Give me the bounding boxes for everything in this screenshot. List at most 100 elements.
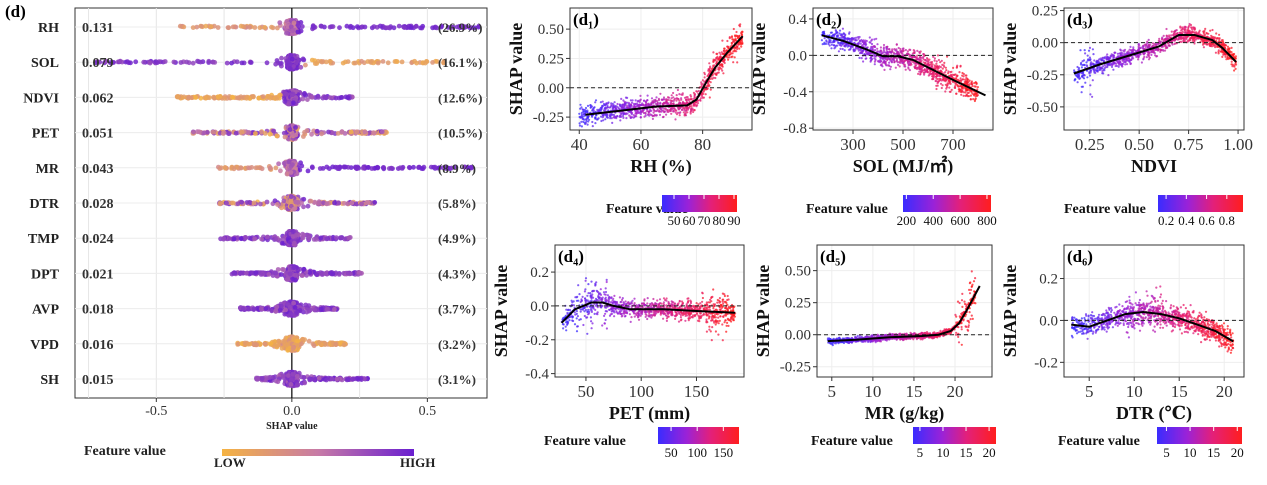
- summary-point: [279, 205, 284, 211]
- summary-point: [353, 165, 359, 171]
- summary-point: [300, 336, 305, 342]
- dependence-point: [661, 98, 664, 101]
- dependence-point: [686, 111, 689, 114]
- dependence-point: [644, 100, 647, 104]
- summary-point: [287, 271, 293, 277]
- dependence-point: [740, 45, 743, 48]
- panel-label: (d₁): [573, 10, 599, 29]
- dependence-point: [599, 101, 603, 104]
- dependence-point: [634, 99, 637, 102]
- dependence-point: [670, 94, 673, 97]
- dependence-point: [651, 117, 655, 120]
- summary-point: [238, 23, 244, 29]
- dependence-point: [889, 68, 892, 71]
- summary-point: [230, 200, 236, 206]
- dependence-point: [678, 101, 681, 104]
- summary-point: [93, 60, 99, 66]
- summary-point: [290, 371, 296, 377]
- summary-point: [303, 62, 308, 68]
- summary-point: [281, 198, 287, 204]
- dependence-point: [580, 120, 583, 123]
- summary-point: [309, 131, 314, 137]
- summary-point: [349, 200, 355, 206]
- dependence-point: [625, 117, 628, 120]
- summary-point: [379, 129, 385, 135]
- summary-point: [294, 232, 299, 238]
- summary-point: [217, 166, 223, 171]
- dependence-point: [838, 29, 842, 32]
- summary-point: [440, 165, 446, 171]
- feature-mean-abs-shap: 0.079: [82, 56, 114, 71]
- dependence-point: [675, 109, 678, 112]
- dependence-point: [626, 112, 629, 115]
- dependence-point: [662, 115, 665, 118]
- summary-point: [305, 97, 310, 102]
- summary-point: [278, 303, 284, 309]
- dependence-point: [675, 94, 678, 97]
- x-tick-label: 40: [571, 135, 588, 154]
- dependence-point: [592, 106, 595, 110]
- summary-point: [324, 377, 329, 383]
- summary-point: [338, 95, 344, 100]
- summary-point: [111, 60, 116, 65]
- summary-point: [336, 200, 342, 206]
- dependence-point: [609, 117, 612, 120]
- summary-point: [285, 58, 291, 64]
- dependence-point: [589, 104, 592, 107]
- dependence-point: [659, 92, 662, 95]
- dependence-point: [701, 79, 705, 82]
- feature-row-mr: MR 0.043 (8.9%): [36, 158, 476, 178]
- summary-point: [310, 24, 316, 29]
- summary-point: [253, 270, 259, 275]
- summary-point: [430, 60, 435, 65]
- summary-point: [335, 131, 341, 136]
- summary-point: [288, 377, 294, 383]
- dependence-point: [736, 61, 739, 64]
- feature-name: SOL: [31, 56, 59, 71]
- dependence-point: [670, 112, 673, 115]
- dependence-point: [594, 122, 597, 125]
- panel-label-d: (d): [5, 2, 26, 21]
- summary-point: [289, 56, 295, 62]
- summary-point: [367, 130, 373, 136]
- dependence-point: [708, 62, 711, 65]
- dependence-point: [665, 99, 668, 102]
- dependence-point: [624, 102, 627, 105]
- summary-point: [301, 232, 307, 238]
- feature-share: (12.6%): [438, 90, 482, 105]
- dependence-point: [619, 119, 622, 122]
- feature-row-pet: PET 0.051 (10.5%): [32, 123, 482, 142]
- summary-point: [252, 236, 257, 242]
- summary-point: [175, 94, 181, 99]
- dependence-point: [896, 61, 899, 64]
- dependence-point: [633, 105, 636, 108]
- summary-point: [155, 60, 160, 65]
- x-tick-label: 80: [694, 135, 711, 154]
- summary-point: [294, 373, 300, 379]
- summary-point: [243, 235, 249, 240]
- dependence-point: [586, 116, 589, 119]
- dependence-point: [658, 113, 662, 116]
- summary-point: [195, 58, 200, 64]
- dependence-point: [715, 73, 718, 76]
- dependence-point: [697, 89, 700, 93]
- dependence-point: [655, 96, 658, 99]
- summary-point: [350, 376, 356, 382]
- dependence-point: [883, 68, 886, 71]
- dependence-point: [658, 109, 661, 112]
- summary-point: [281, 160, 287, 166]
- summary-point: [288, 170, 294, 175]
- summary-point: [307, 376, 312, 382]
- summary-point: [258, 201, 263, 207]
- summary-point: [306, 303, 312, 308]
- summary-point: [266, 272, 272, 277]
- summary-point: [276, 338, 282, 344]
- summary-point: [280, 339, 286, 344]
- summary-point: [453, 164, 459, 170]
- summary-point: [133, 59, 139, 65]
- dependence-point: [580, 125, 584, 128]
- summary-point: [215, 25, 221, 30]
- summary-point: [292, 305, 298, 310]
- summary-point: [309, 164, 315, 170]
